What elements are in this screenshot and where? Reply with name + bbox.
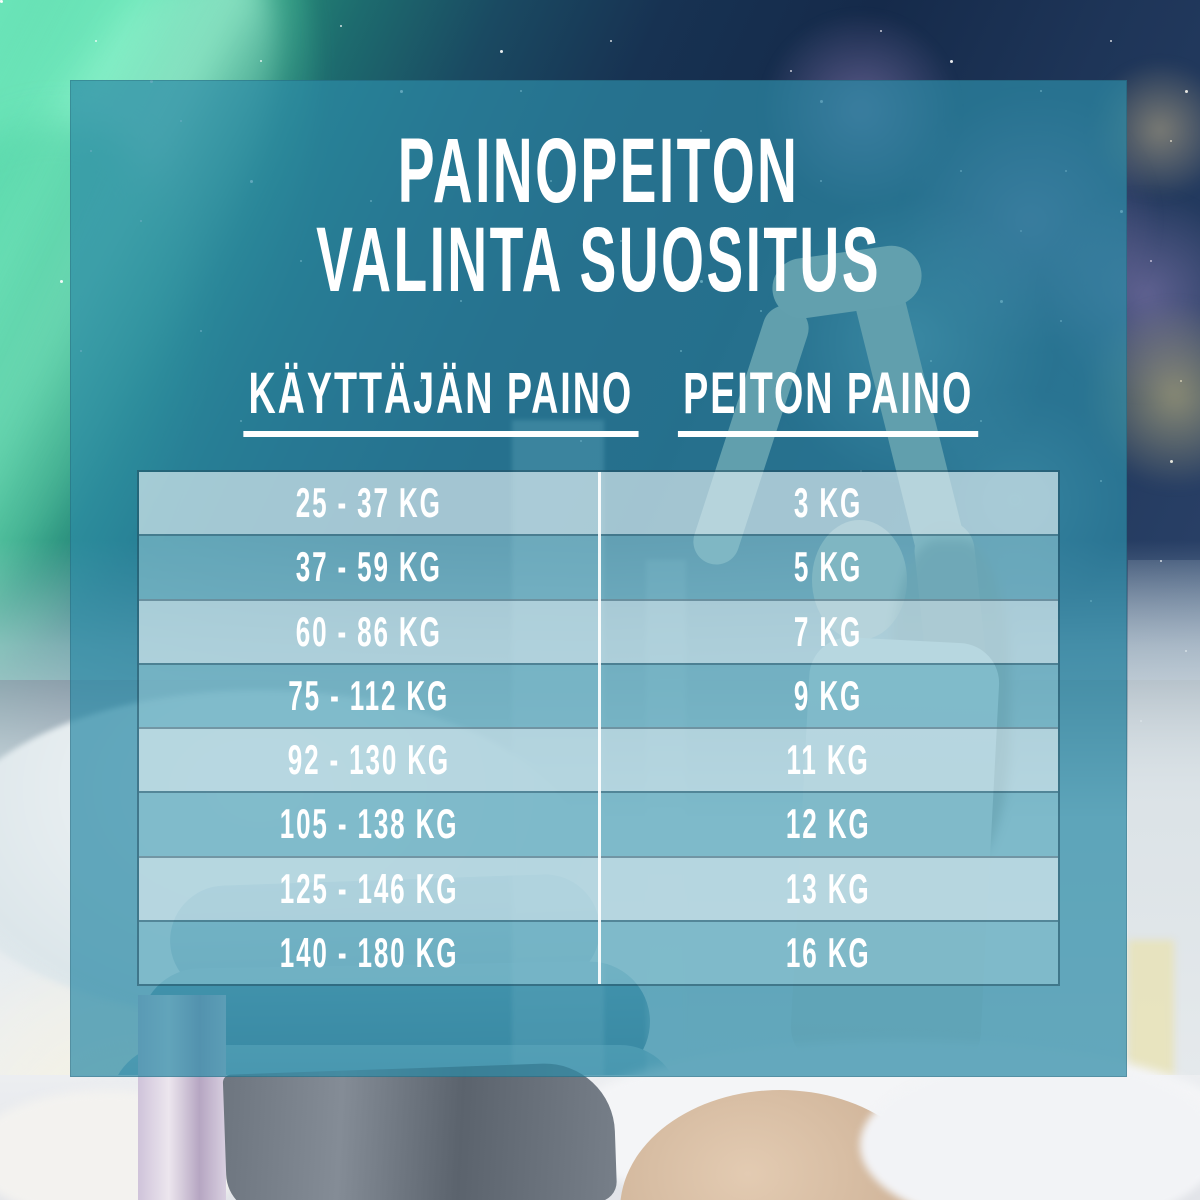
blanket-weight-value: 9 KG	[794, 671, 863, 719]
bed-sheets	[860, 1060, 1200, 1200]
blanket-weight-cell: 5 KG	[599, 536, 1058, 598]
blanket-weight-value: 16 KG	[786, 928, 871, 976]
user-weight-cell: 140 - 180 KG	[139, 922, 599, 984]
user-weight-cell: 105 - 138 KG	[139, 793, 599, 855]
blanket-weight-value: 13 KG	[786, 864, 871, 912]
recommendation-table: 25 - 37 KG 3 KG 37 - 59 KG 5 KG 60 - 86 …	[137, 470, 1060, 986]
title-line-2: VALINTA SUOSITUS	[316, 209, 881, 312]
user-weight-value: 105 - 138 KG	[279, 800, 459, 848]
user-weight-value: 140 - 180 KG	[279, 928, 459, 976]
user-weight-cell: 125 - 146 KG	[139, 858, 599, 920]
user-weight-cell: 37 - 59 KG	[139, 536, 599, 598]
user-weight-value: 92 - 130 KG	[287, 736, 451, 784]
blanket-weight-value: 5 KG	[794, 543, 863, 591]
column-header-blanket-weight: PEITON PAINO	[597, 365, 1060, 437]
blanket-weight-value: 12 KG	[786, 800, 871, 848]
blanket-weight-cell: 13 KG	[599, 858, 1058, 920]
blanket-weight-value: 11 KG	[786, 736, 871, 784]
blanket-weight-cell: 3 KG	[599, 472, 1058, 534]
overlay-panel: PAINOPEITON VALINTA SUOSITUS KÄYTTÄJÄN P…	[70, 80, 1127, 1077]
blanket-weight-value: 3 KG	[794, 479, 863, 527]
user-weight-cell: 92 - 130 KG	[139, 729, 599, 791]
blanket-weight-cell: 9 KG	[599, 665, 1058, 727]
user-weight-value: 125 - 146 KG	[279, 864, 459, 912]
user-weight-value: 60 - 86 KG	[296, 607, 442, 655]
user-weight-value: 37 - 59 KG	[296, 543, 442, 591]
blanket-weight-cell: 12 KG	[599, 793, 1058, 855]
column-divider-line	[598, 472, 601, 984]
user-weight-header-label: KÄYTTÄJÄN PAINO	[243, 365, 639, 437]
user-weight-value: 75 - 112 KG	[288, 671, 450, 719]
gray-weighted-blanket	[222, 1061, 618, 1200]
user-weight-cell: 75 - 112 KG	[139, 665, 599, 727]
blanket-weight-cell: 11 KG	[599, 729, 1058, 791]
user-weight-value: 25 - 37 KG	[296, 479, 442, 527]
page-title: PAINOPEITON VALINTA SUOSITUS	[70, 120, 1127, 312]
column-header-user-weight: KÄYTTÄJÄN PAINO	[137, 365, 639, 437]
blanket-weight-cell: 16 KG	[599, 922, 1058, 984]
blanket-weight-header-label: PEITON PAINO	[678, 365, 979, 437]
blanket-weight-cell: 7 KG	[599, 601, 1058, 663]
title-line-1: PAINOPEITON	[397, 120, 800, 222]
user-weight-cell: 60 - 86 KG	[139, 601, 599, 663]
user-weight-cell: 25 - 37 KG	[139, 472, 599, 534]
stars	[0, 0, 3, 3]
blanket-weight-value: 7 KG	[794, 607, 863, 655]
